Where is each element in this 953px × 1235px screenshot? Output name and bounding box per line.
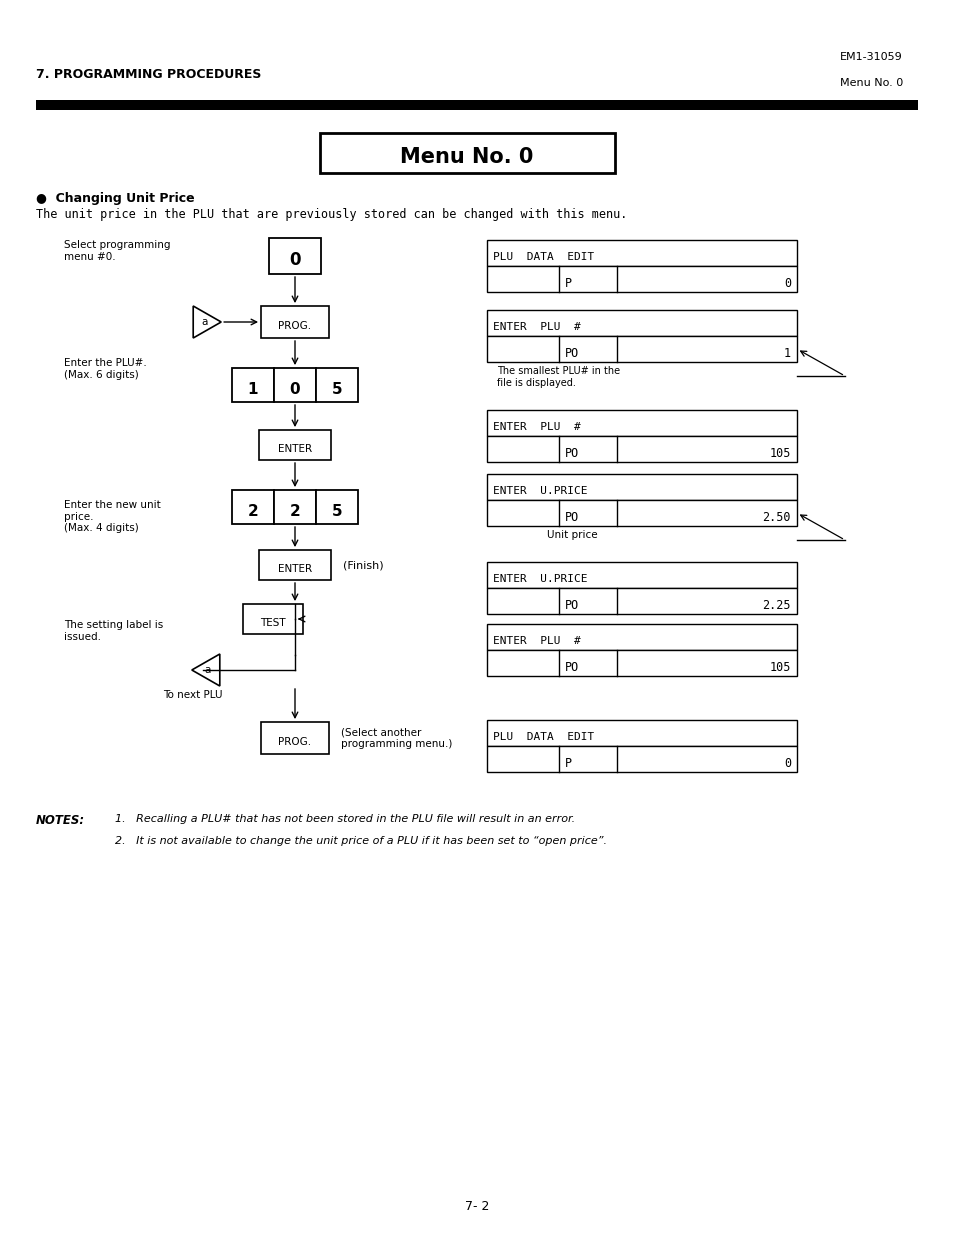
Text: ●  Changing Unit Price: ● Changing Unit Price: [36, 191, 194, 205]
Text: PLU  DATA  EDIT: PLU DATA EDIT: [493, 732, 594, 742]
FancyBboxPatch shape: [274, 490, 315, 524]
Text: PROG.: PROG.: [278, 321, 312, 331]
Text: 105: 105: [769, 661, 790, 673]
Text: 105: 105: [769, 447, 790, 459]
Text: ENTER  PLU  #: ENTER PLU #: [493, 636, 580, 646]
FancyBboxPatch shape: [261, 722, 329, 755]
FancyBboxPatch shape: [486, 240, 796, 266]
Text: Menu No. 0: Menu No. 0: [400, 147, 533, 167]
Text: TEST: TEST: [260, 618, 286, 629]
Text: 7. PROGRAMMING PROCEDURES: 7. PROGRAMMING PROCEDURES: [36, 68, 261, 82]
Text: 2.25: 2.25: [761, 599, 790, 611]
FancyBboxPatch shape: [232, 490, 274, 524]
Text: Select programming
menu #0.: Select programming menu #0.: [64, 240, 171, 262]
Text: 2: 2: [248, 504, 258, 519]
Text: a: a: [202, 317, 208, 327]
Text: Menu No. 0: Menu No. 0: [840, 78, 902, 88]
FancyBboxPatch shape: [486, 650, 796, 676]
Text: 5: 5: [332, 504, 342, 519]
FancyBboxPatch shape: [486, 336, 796, 362]
Text: PO: PO: [564, 510, 578, 524]
Text: ENTER: ENTER: [277, 564, 312, 574]
FancyBboxPatch shape: [486, 588, 796, 614]
Text: 7- 2: 7- 2: [464, 1200, 489, 1213]
Text: NOTES:: NOTES:: [36, 814, 85, 827]
FancyBboxPatch shape: [486, 562, 796, 588]
Text: The setting label is
issued.: The setting label is issued.: [64, 620, 163, 642]
Text: 5: 5: [332, 382, 342, 396]
Text: a: a: [205, 664, 211, 676]
Text: PO: PO: [564, 661, 578, 673]
Text: 0: 0: [289, 251, 300, 269]
Text: P: P: [564, 757, 572, 769]
FancyBboxPatch shape: [486, 500, 796, 526]
Text: 2: 2: [290, 504, 300, 519]
FancyBboxPatch shape: [486, 474, 796, 500]
Text: 1: 1: [248, 382, 258, 396]
Text: To next PLU: To next PLU: [163, 690, 222, 700]
Text: P: P: [564, 277, 572, 289]
FancyBboxPatch shape: [261, 306, 329, 338]
Text: Unit price: Unit price: [546, 530, 597, 540]
FancyBboxPatch shape: [319, 133, 615, 173]
Text: The smallest PLU# in the
file is displayed.: The smallest PLU# in the file is display…: [497, 366, 619, 388]
Text: The unit price in the PLU that are previously stored can be changed with this me: The unit price in the PLU that are previ…: [36, 207, 627, 221]
FancyBboxPatch shape: [232, 368, 274, 403]
Text: PO: PO: [564, 447, 578, 459]
FancyBboxPatch shape: [486, 436, 796, 462]
Text: ENTER  PLU  #: ENTER PLU #: [493, 322, 580, 332]
FancyBboxPatch shape: [258, 550, 331, 580]
Text: Enter the PLU#.
(Max. 6 digits): Enter the PLU#. (Max. 6 digits): [64, 358, 147, 379]
Text: Enter the new unit
price.
(Max. 4 digits): Enter the new unit price. (Max. 4 digits…: [64, 500, 161, 534]
Text: 2.50: 2.50: [761, 510, 790, 524]
Text: PO: PO: [564, 599, 578, 611]
FancyBboxPatch shape: [315, 368, 357, 403]
FancyBboxPatch shape: [486, 624, 796, 650]
Text: 1.   Recalling a PLU# that has not been stored in the PLU file will result in an: 1. Recalling a PLU# that has not been st…: [115, 814, 575, 824]
FancyBboxPatch shape: [274, 368, 315, 403]
Text: PROG.: PROG.: [278, 737, 312, 747]
FancyBboxPatch shape: [486, 746, 796, 772]
FancyBboxPatch shape: [258, 430, 331, 459]
FancyBboxPatch shape: [269, 238, 320, 274]
Text: ENTER  U.PRICE: ENTER U.PRICE: [493, 487, 587, 496]
Text: 1: 1: [783, 347, 790, 359]
Text: (Select another
programming menu.): (Select another programming menu.): [340, 727, 452, 748]
Text: 0: 0: [290, 382, 300, 396]
Text: EM1-31059: EM1-31059: [840, 52, 902, 62]
FancyBboxPatch shape: [486, 310, 796, 336]
Bar: [36, 100, 917, 110]
Text: 0: 0: [783, 757, 790, 769]
Text: (Finish): (Finish): [343, 559, 383, 571]
Text: ENTER  U.PRICE: ENTER U.PRICE: [493, 574, 587, 584]
FancyBboxPatch shape: [486, 720, 796, 746]
Text: 2.   It is not available to change the unit price of a PLU if it has been set to: 2. It is not available to change the uni…: [115, 836, 606, 846]
FancyBboxPatch shape: [315, 490, 357, 524]
FancyBboxPatch shape: [486, 266, 796, 291]
Text: PO: PO: [564, 347, 578, 359]
Text: ENTER: ENTER: [277, 445, 312, 454]
Text: 0: 0: [783, 277, 790, 289]
Text: PLU  DATA  EDIT: PLU DATA EDIT: [493, 252, 594, 262]
Text: ENTER  PLU  #: ENTER PLU #: [493, 422, 580, 432]
FancyBboxPatch shape: [486, 410, 796, 436]
FancyBboxPatch shape: [243, 604, 303, 634]
